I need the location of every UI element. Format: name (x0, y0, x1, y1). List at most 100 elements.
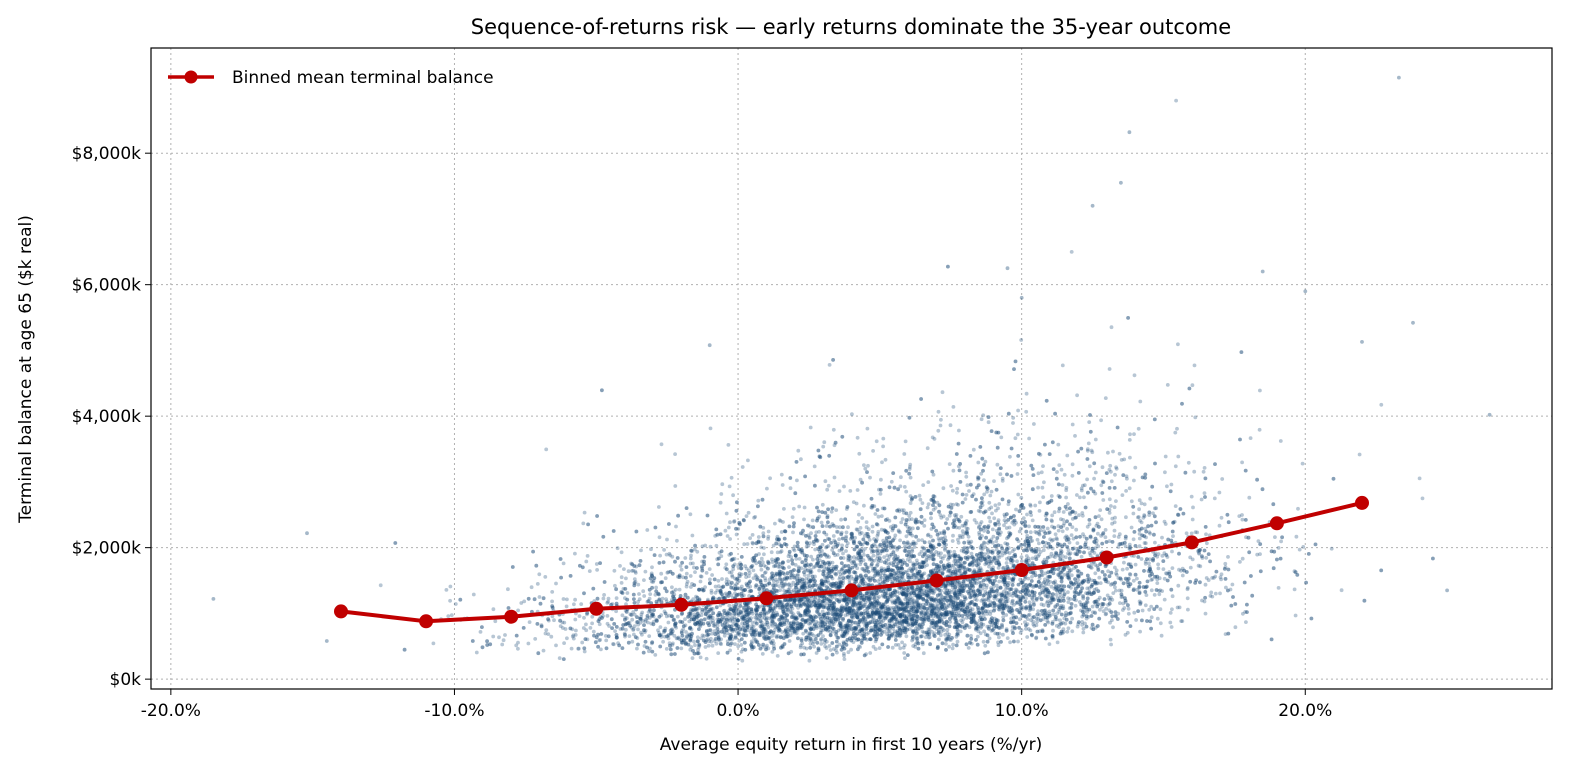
scatter-point (796, 568, 801, 573)
scatter-point (802, 505, 807, 510)
scatter-point (925, 533, 930, 538)
scatter-point (1111, 625, 1115, 630)
scatter-point (908, 510, 913, 515)
scatter-point (746, 619, 751, 624)
scatter-point (1137, 544, 1142, 549)
scatter-point (985, 624, 990, 629)
grid (151, 48, 1552, 689)
scatter-point (948, 549, 952, 554)
scatter-point (574, 628, 578, 633)
scatter-point (773, 625, 778, 630)
scatter-point (821, 634, 825, 639)
scatter-point (1046, 582, 1051, 587)
scatter-point (900, 606, 905, 611)
scatter-point (921, 602, 925, 607)
scatter-point (1013, 626, 1017, 631)
scatter-point (539, 624, 544, 629)
scatter-point (839, 580, 844, 584)
scatter-point (835, 529, 839, 534)
scatter-point (1045, 526, 1050, 531)
scatter-point (960, 593, 965, 598)
scatter-point (879, 624, 884, 629)
scatter-point (728, 648, 732, 653)
scatter-point (832, 475, 837, 480)
scatter-point (847, 608, 852, 613)
scatter-point (906, 587, 910, 592)
scatter-point (858, 603, 863, 607)
scatter-point (940, 613, 945, 618)
scatter-point (974, 598, 979, 602)
scatter-point (809, 531, 813, 536)
scatter-point (938, 597, 943, 601)
scatter-point (920, 545, 925, 550)
scatter-point (827, 363, 832, 367)
scatter-point (1070, 462, 1075, 467)
scatter-point (1023, 590, 1027, 595)
scatter-point (808, 425, 813, 430)
scatter-point (918, 602, 922, 607)
scatter-point (949, 599, 954, 604)
scatter-point (903, 570, 907, 574)
scatter-point (673, 452, 677, 456)
scatter-point (826, 567, 830, 572)
scatter-point (1061, 594, 1066, 598)
scatter-point (817, 612, 822, 617)
scatter-point (670, 630, 674, 635)
scatter-point (844, 569, 848, 573)
scatter-point (895, 619, 900, 624)
scatter-point (992, 479, 996, 483)
scatter-point (740, 658, 745, 663)
scatter-point (998, 586, 1003, 590)
scatter-point (716, 613, 720, 618)
scatter-point (837, 548, 842, 553)
scatter-point (874, 610, 878, 614)
scatter-point (1113, 515, 1117, 520)
scatter-point (923, 610, 928, 615)
scatter-point (1086, 441, 1091, 446)
scatter-point (598, 614, 603, 619)
scatter-point (826, 627, 831, 632)
scatter-point (733, 576, 737, 581)
scatter-point (915, 571, 920, 576)
scatter-point (704, 656, 709, 661)
scatter-point (827, 602, 832, 607)
scatter-point (705, 613, 710, 618)
scatter-point (775, 579, 780, 584)
scatter-point (874, 569, 879, 574)
scatter-point (819, 581, 824, 586)
scatter-point (1003, 541, 1008, 546)
scatter-point (747, 589, 752, 594)
scatter-point (955, 568, 960, 573)
scatter-point (626, 569, 631, 574)
scatter-point (891, 615, 896, 620)
scatter-point (888, 561, 893, 566)
scatter-point (943, 546, 947, 551)
scatter-point (911, 628, 915, 633)
scatter-point (900, 623, 905, 628)
scatter-point (758, 647, 763, 651)
scatter-point (920, 501, 925, 505)
scatter-point (1010, 625, 1015, 629)
scatter-point (897, 619, 902, 623)
scatter-point (753, 633, 757, 637)
scatter-point (922, 571, 927, 576)
scatter-point (996, 643, 1001, 648)
scatter-point (775, 635, 779, 640)
scatter-point (731, 493, 735, 498)
scatter-point (727, 624, 732, 629)
scatter-point (868, 475, 872, 480)
scatter-point (1067, 570, 1072, 575)
scatter-point (866, 598, 870, 603)
scatter-point (895, 624, 900, 629)
scatter-point (640, 610, 645, 615)
scatter-point (861, 579, 866, 584)
scatter-point (937, 565, 941, 570)
scatter-point (861, 636, 866, 641)
scatter-point (1057, 495, 1062, 499)
scatter-point (981, 526, 986, 530)
scatter-point (941, 486, 946, 491)
scatter-point (1420, 496, 1425, 501)
scatter-point (844, 599, 848, 604)
scatter-point (744, 601, 749, 606)
scatter-point (1153, 540, 1157, 545)
